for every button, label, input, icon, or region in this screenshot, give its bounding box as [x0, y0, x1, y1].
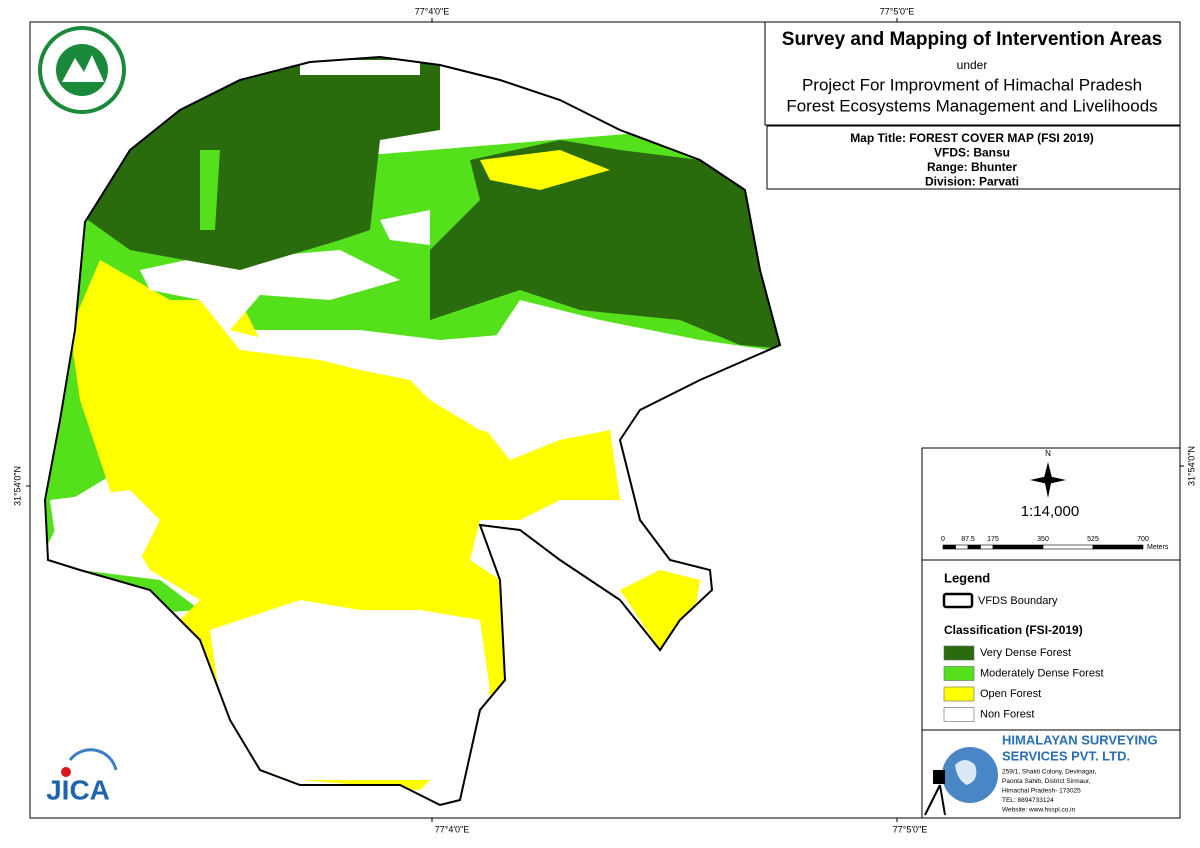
scale-label: 350 — [1037, 536, 1049, 543]
map-info: Map Title: FOREST COVER MAP (FSI 2019) — [850, 131, 1094, 145]
scale-segment — [967, 544, 981, 550]
company-address: TEL: 8894733124 — [1002, 797, 1054, 804]
map-info: Division: Parvati — [925, 175, 1019, 189]
project: Project For Improvment of Himachal Prade… — [802, 75, 1142, 94]
company-address: Website: www.hsspl.co.in — [1002, 807, 1076, 814]
project: Forest Ecosystems Management and Livelih… — [786, 96, 1157, 115]
company-address: 259/1, Shakti Colony, Devinagar, — [1002, 769, 1096, 776]
scale-label: 0 — [941, 536, 945, 543]
scale-segment — [992, 544, 1044, 550]
legend-swatch — [942, 592, 974, 609]
scale-segment — [1042, 544, 1094, 550]
company-logo — [924, 747, 998, 816]
company-address: Paonta Sahib, District Sirmaur, — [1002, 778, 1091, 785]
legend-label: Open Forest — [980, 688, 1041, 700]
scale-label: 175 — [987, 536, 999, 543]
legend-swatch — [943, 707, 975, 722]
grid-label: 31°54'0"N — [12, 466, 22, 506]
scale-segment — [955, 544, 969, 550]
north-label: N — [1045, 449, 1051, 458]
jica-logo — [61, 748, 118, 777]
legend-swatch — [943, 686, 975, 702]
scale-label: 700 — [1137, 536, 1149, 543]
legend-label: Moderately Dense Forest — [980, 667, 1104, 679]
grid-label: 77°4'0"E — [415, 6, 450, 16]
grid-label: 77°5'0"E — [880, 6, 915, 16]
map-info: VFDS: Bansu — [934, 146, 1010, 160]
company-address: Himachal Pradesh- 173025 — [1002, 788, 1081, 795]
subtitle: under — [957, 58, 988, 72]
legend-swatch — [943, 645, 975, 661]
company-name: SERVICES PVT. LTD. — [1002, 748, 1130, 763]
scale-segment — [942, 544, 956, 550]
jica-text: JICA — [46, 774, 110, 805]
grid-label: 77°4'0"E — [435, 824, 470, 834]
company-name: HIMALAYAN SURVEYING — [1002, 732, 1158, 747]
grid-label: 31°54'0"N — [1186, 446, 1196, 486]
map-info: Range: Bhunter — [927, 160, 1017, 174]
scale-label: 87.5 — [961, 536, 975, 543]
legend-label: Very Dense Forest — [980, 647, 1071, 659]
scale-segment — [1092, 544, 1144, 550]
legend-label: Non Forest — [980, 708, 1034, 720]
scale-segment — [980, 544, 994, 550]
scale-unit: Meters — [1147, 544, 1169, 551]
legend-title: Legend — [944, 570, 990, 585]
legend-swatch — [943, 666, 975, 681]
north-arrow — [1030, 462, 1066, 498]
legend-subtitle: Classification (FSI-2019) — [944, 623, 1083, 637]
title: Survey and Mapping of Intervention Areas — [782, 29, 1162, 50]
info-box — [766, 125, 1181, 190]
scale-text: 1:14,000 — [1021, 503, 1079, 520]
title-box — [764, 21, 1181, 126]
legend-label: VFDS Boundary — [978, 595, 1058, 607]
hp-logo — [38, 26, 126, 114]
scale-label: 525 — [1087, 536, 1099, 543]
grid-label: 77°5'0"E — [893, 824, 928, 834]
